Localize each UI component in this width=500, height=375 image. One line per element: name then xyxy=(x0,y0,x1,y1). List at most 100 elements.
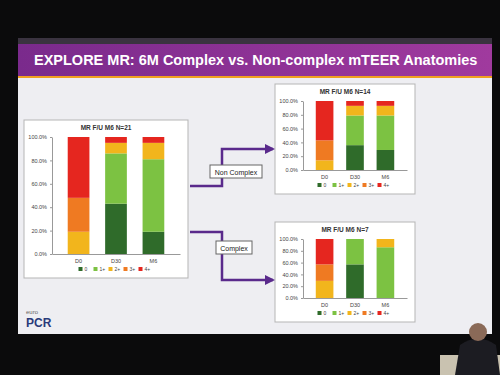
y-tick: 60.0% xyxy=(282,260,303,266)
legend-label: 2+ xyxy=(354,182,360,188)
legend-label: 2+ xyxy=(115,266,121,272)
legend-swatch xyxy=(363,311,367,315)
bar-segment xyxy=(316,101,334,140)
legend-swatch xyxy=(363,183,367,187)
bar-segment xyxy=(377,239,395,247)
bar-segment xyxy=(316,264,334,281)
tick-label: 60.0% xyxy=(282,260,298,266)
slide-header-strip xyxy=(18,38,492,44)
logo-text: PCR xyxy=(26,316,52,330)
tick-label: 60.0% xyxy=(282,126,298,132)
tick-mark xyxy=(301,170,303,171)
tick-mark xyxy=(301,286,303,287)
y-tick: 60.0% xyxy=(282,126,303,132)
bar-segment xyxy=(143,159,165,232)
legend-swatch xyxy=(318,311,322,315)
tick-mark xyxy=(301,239,303,240)
y-tick: 100.0% xyxy=(279,98,303,104)
bar-segment xyxy=(316,160,334,170)
tick-label: 0.0% xyxy=(34,251,47,257)
legend-label: 4+ xyxy=(145,266,151,272)
bar-segment xyxy=(346,115,364,145)
bar-segment xyxy=(377,239,395,240)
tick-mark xyxy=(50,137,52,138)
bar-segment xyxy=(105,204,127,254)
x-tick: M6 xyxy=(382,174,390,180)
bar-segment xyxy=(346,239,364,240)
tick-label: 80.0% xyxy=(282,112,298,118)
bar-segment xyxy=(377,247,395,298)
legend-swatch xyxy=(94,267,98,271)
bars xyxy=(316,101,394,170)
arrow-label: Complex xyxy=(220,245,248,253)
bar-segment xyxy=(346,239,364,264)
y-tick: 20.0% xyxy=(282,283,303,289)
x-tick: M6 xyxy=(382,302,390,308)
chart: MR F/U M6 N=21 0.0% 20.0% 40.0% 60.0% 80.0% 10… xyxy=(24,120,188,278)
bar-segment xyxy=(68,232,90,254)
bar-segment xyxy=(68,198,90,232)
tick-mark xyxy=(301,251,303,252)
tick-label: 40.0% xyxy=(31,204,47,210)
title-underline xyxy=(18,76,492,78)
legend-label: 1+ xyxy=(339,182,345,188)
legend-swatch xyxy=(333,183,337,187)
y-tick: 80.0% xyxy=(31,158,52,164)
tick-label: 60.0% xyxy=(31,181,47,187)
bar-segment xyxy=(68,137,90,198)
tick-label: 80.0% xyxy=(282,248,298,254)
bar-segment xyxy=(346,264,364,298)
tick-label: 20.0% xyxy=(282,283,298,289)
bar-segment xyxy=(143,143,165,159)
tick-label: 40.0% xyxy=(282,272,298,278)
legend-label: 2+ xyxy=(354,310,360,316)
bar-segment xyxy=(316,281,334,298)
legend-label: 3+ xyxy=(369,310,375,316)
chart-title: MR F/U M6 N=14 xyxy=(320,88,371,95)
chart-panel xyxy=(275,222,415,322)
tick-mark xyxy=(301,101,303,102)
bar-segment xyxy=(143,232,165,254)
tick-label: D0 xyxy=(75,258,82,264)
legend-label: 0 xyxy=(324,182,327,188)
tick-label: 40.0% xyxy=(282,140,298,146)
tick-label: 100.0% xyxy=(279,98,298,104)
x-axis: D0D30M6 xyxy=(304,299,408,309)
chart-title: MR F/U M6 N=21 xyxy=(81,124,132,131)
x-tick: D0 xyxy=(75,258,82,264)
logo-text: euro xyxy=(26,309,39,315)
tick-mark xyxy=(301,263,303,264)
axis-line xyxy=(304,170,408,171)
tick-mark xyxy=(301,115,303,116)
legend-label: 0 xyxy=(85,266,88,272)
tick-mark xyxy=(50,184,52,185)
slide xyxy=(18,38,492,334)
x-tick: D30 xyxy=(350,174,360,180)
tick-label: D0 xyxy=(321,174,328,180)
bar-segment xyxy=(377,115,395,149)
tick-label: 20.0% xyxy=(31,228,47,234)
tick-label: 0.0% xyxy=(285,167,298,173)
tick-mark xyxy=(301,129,303,130)
bar-segment xyxy=(346,239,364,240)
axis-line xyxy=(53,254,181,255)
background xyxy=(0,0,500,375)
legend-swatch xyxy=(348,183,352,187)
y-tick: 20.0% xyxy=(282,153,303,159)
bar-segment xyxy=(105,143,127,154)
tick-mark xyxy=(50,254,52,255)
legend-swatch xyxy=(333,311,337,315)
tick-label: D0 xyxy=(321,302,328,308)
legend-swatch xyxy=(109,267,113,271)
tick-label: 80.0% xyxy=(31,158,47,164)
x-tick: M6 xyxy=(150,258,158,264)
tick-mark xyxy=(301,142,303,143)
bar-segment xyxy=(377,150,395,170)
y-tick: 0.0% xyxy=(34,251,52,257)
tick-mark xyxy=(301,274,303,275)
y-tick: 100.0% xyxy=(28,134,52,140)
y-tick: 40.0% xyxy=(31,204,52,210)
y-tick: 40.0% xyxy=(282,272,303,278)
legend: 01+2+3+4+ xyxy=(318,182,390,188)
arrow xyxy=(190,149,273,186)
